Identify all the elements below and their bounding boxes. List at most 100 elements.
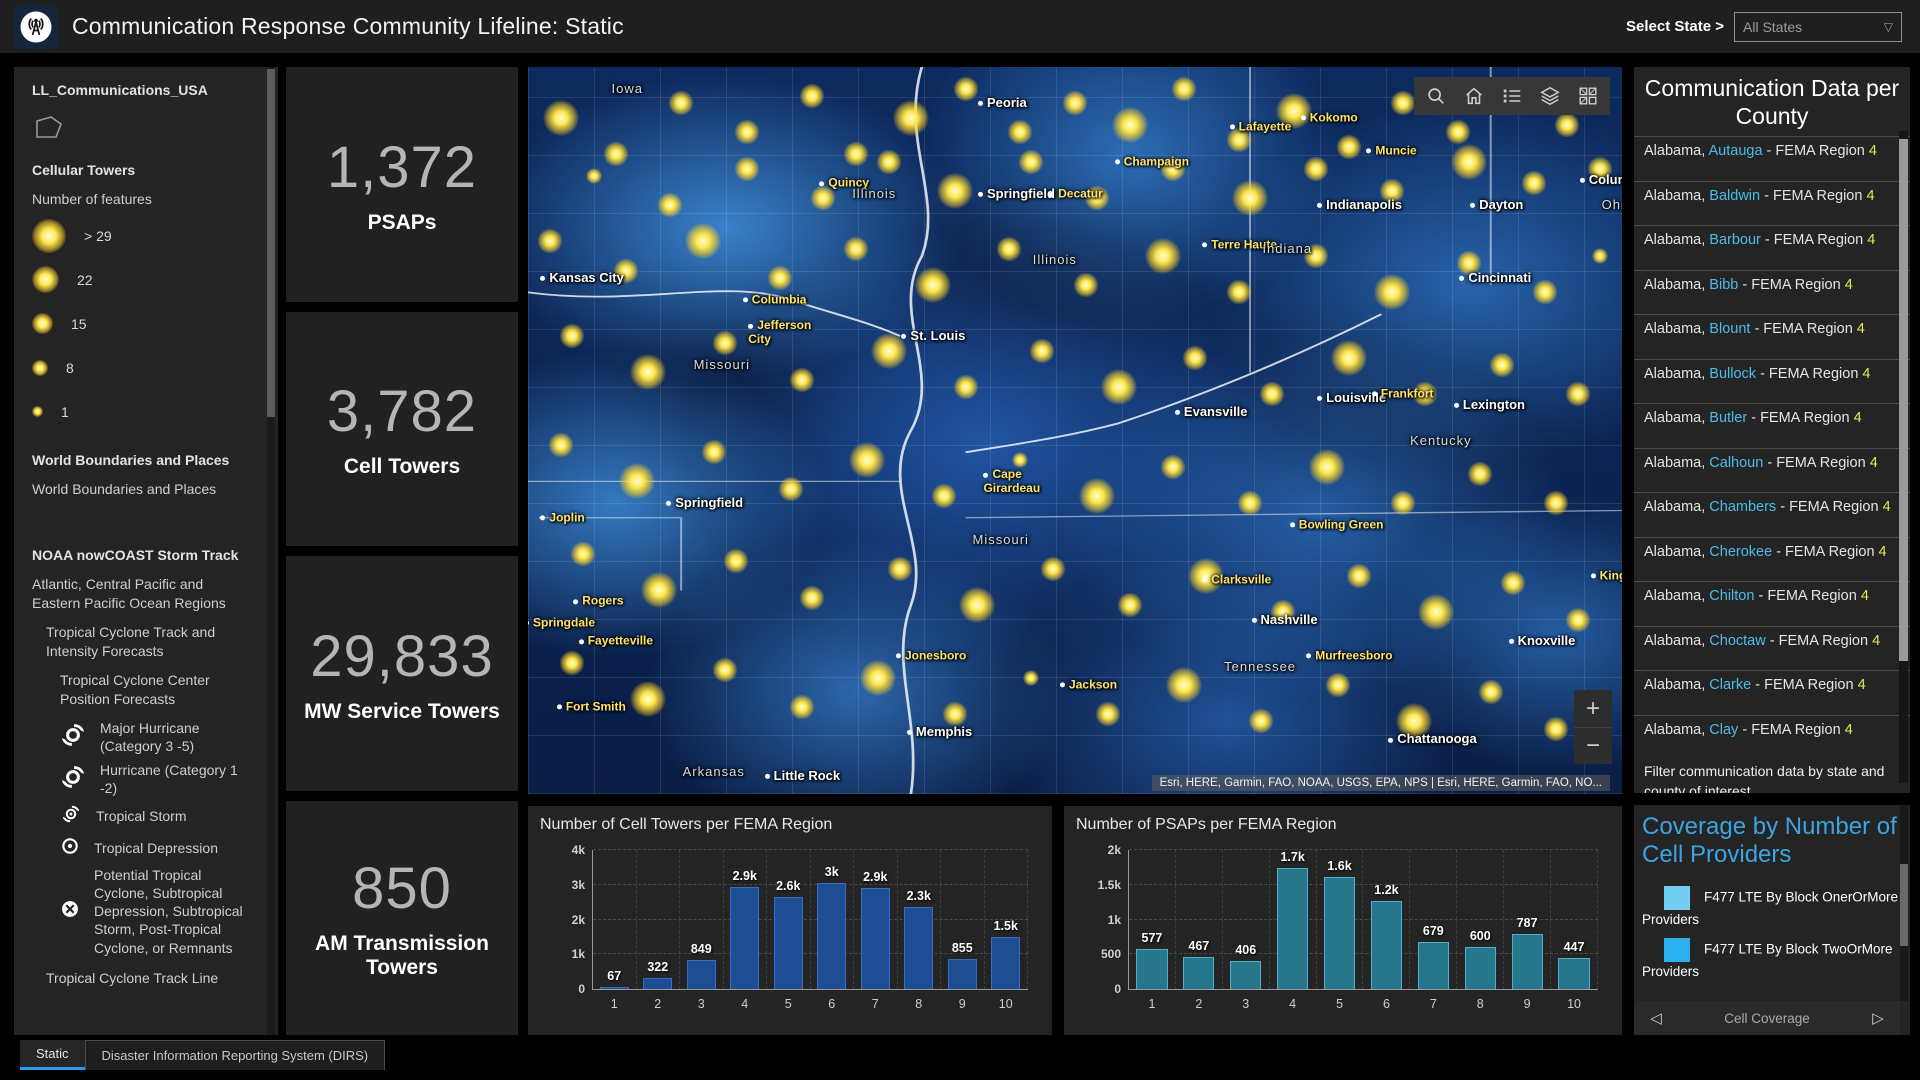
city-marker-dot — [556, 704, 562, 710]
stat-value: 29,833 — [310, 623, 494, 689]
bar-value-label: 2.9k — [863, 870, 888, 885]
county-row[interactable]: Alabama, Calhoun - FEMA Region 4 — [1634, 447, 1910, 493]
cell-tower-glow — [1084, 185, 1110, 211]
county-row[interactable]: Alabama, Choctaw - FEMA Region 4 — [1634, 625, 1910, 671]
city-marker-dot — [1317, 203, 1323, 209]
stat-label: PSAPs — [367, 210, 437, 234]
bar[interactable] — [1277, 868, 1309, 989]
zoom-in-button[interactable]: + — [1585, 694, 1600, 722]
bar[interactable] — [599, 986, 629, 989]
y-axis-tick-label: 2k — [571, 912, 585, 927]
layers-icon[interactable] — [1532, 79, 1568, 113]
bar[interactable] — [947, 959, 977, 989]
bar-slot: 577 1 — [1129, 850, 1176, 1011]
storm-item-label: Tropical Storm — [96, 808, 187, 825]
bar[interactable] — [817, 883, 847, 989]
map-label: Columbus — [1579, 172, 1622, 187]
bar-value-label: 2.6k — [776, 878, 801, 893]
city-marker-dot — [1366, 148, 1372, 154]
coverage-scrollbar[interactable] — [1900, 805, 1908, 1001]
county-row[interactable]: Alabama, Clarke - FEMA Region 4 — [1634, 670, 1910, 715]
map-label: Nashville — [1251, 612, 1318, 626]
cell-tower-glow — [1100, 368, 1137, 405]
sidebar-scrollbar-thumb[interactable] — [267, 69, 275, 418]
fema-region-number: 4 — [1856, 321, 1865, 338]
bar-slot: 2.9k 4 — [724, 850, 767, 1011]
county-row[interactable]: Alabama, Bullock - FEMA Region 4 — [1634, 358, 1910, 404]
bar[interactable] — [643, 977, 673, 989]
legend-icon[interactable] — [1494, 79, 1530, 113]
bar[interactable] — [730, 886, 760, 989]
county-row[interactable]: Alabama, Cherokee - FEMA Region 4 — [1634, 536, 1910, 582]
bar[interactable] — [860, 888, 890, 989]
city-marker-dot — [1174, 410, 1180, 416]
coverage-scrollbar-thumb[interactable] — [1900, 863, 1908, 947]
cell-tower-glow — [1412, 381, 1438, 407]
storm-item-label: Tropical Depression — [94, 839, 218, 856]
basemap-icon[interactable] — [1570, 79, 1606, 113]
map[interactable]: Iowa Peoria Kokomo Lafayette Muncie Champaign… — [528, 67, 1622, 794]
search-icon[interactable] — [1418, 79, 1454, 113]
bar[interactable] — [1183, 956, 1215, 989]
county-row[interactable]: Alabama, Barbour - FEMA Region 4 — [1634, 225, 1910, 270]
map-label: Frankfort — [1371, 387, 1434, 401]
coverage-swatch — [1664, 886, 1690, 911]
carousel-next-icon[interactable]: ▷ — [1872, 1010, 1884, 1027]
bar-value-label: 679 — [1422, 923, 1444, 938]
cell-tower-glow — [1259, 381, 1285, 407]
bar[interactable] — [773, 896, 803, 989]
home-icon[interactable] — [1456, 79, 1492, 113]
tab-static[interactable]: Static — [20, 1040, 85, 1070]
county-list-scrollbar[interactable] — [1899, 131, 1908, 783]
county-row[interactable]: Alabama, Autauga - FEMA Region 4 — [1634, 136, 1910, 181]
tower-glow-symbol — [32, 266, 59, 294]
x-axis-tick-label: 5 — [784, 997, 792, 1011]
bar[interactable] — [1136, 948, 1168, 989]
y-axis-tick-label: 0 — [1114, 982, 1121, 996]
map-label: Springdale — [528, 616, 595, 630]
county-row[interactable]: Alabama, Chambers - FEMA Region 4 — [1634, 492, 1910, 537]
bar[interactable] — [904, 907, 934, 989]
bar-slot: 2.9k 7 — [854, 850, 898, 1011]
tropical-depression-icon — [60, 836, 80, 860]
county-list-scrollbar-thumb[interactable] — [1899, 139, 1908, 661]
bar[interactable] — [1323, 877, 1356, 989]
cell-tower-glow — [1543, 716, 1569, 742]
county-name: Bibb — [1709, 276, 1739, 293]
fema-region-number: 4 — [1844, 276, 1853, 293]
county-row[interactable]: Alabama, Butler - FEMA Region 4 — [1634, 403, 1910, 448]
carousel-prev-icon[interactable]: ◁ — [1650, 1010, 1662, 1027]
bar[interactable] — [991, 936, 1021, 989]
county-row[interactable]: Alabama, Chilton - FEMA Region 4 — [1634, 581, 1910, 626]
bar[interactable] — [1558, 957, 1590, 989]
state-dropdown[interactable]: All States ▽ — [1734, 11, 1902, 42]
sidebar-scrollbar[interactable] — [267, 67, 275, 1035]
coverage-panel-title: Coverage by Number of Cell Providers — [1642, 813, 1897, 868]
hurricane-icon — [60, 764, 86, 794]
county-name: Clay — [1709, 721, 1739, 738]
county-row[interactable]: Alabama, Baldwin - FEMA Region 4 — [1634, 180, 1910, 226]
cell-tower-glow — [887, 556, 913, 582]
select-state-label: Select State > — [1626, 18, 1724, 35]
cell-tower-glow — [843, 141, 869, 167]
x-axis-tick-label: 4 — [741, 997, 749, 1011]
cell-towers-chart-plot: 0 1k 2k 3k 4k 67 1 322 2 849 3 2.9k 4 2.6k 5… — [572, 843, 1028, 1011]
x-axis-tick-label: 9 — [1523, 997, 1531, 1011]
bar[interactable] — [1230, 960, 1262, 989]
cell-tower-glow — [1521, 170, 1547, 196]
county-row[interactable]: Alabama, Clay - FEMA Region 4 — [1634, 714, 1910, 760]
cell-tower-glow — [712, 330, 738, 356]
storm-item: Hurricane (Category 1 -2) — [60, 761, 252, 797]
bar[interactable] — [686, 959, 716, 989]
tab-dirs[interactable]: Disaster Information Reporting System (D… — [84, 1040, 386, 1070]
cell-tower-glow — [953, 76, 979, 102]
county-row[interactable]: Alabama, Bibb - FEMA Region 4 — [1634, 269, 1910, 315]
bar[interactable] — [1370, 901, 1403, 989]
county-row[interactable]: Alabama, Blount - FEMA Region 4 — [1634, 314, 1910, 359]
bar[interactable] — [1511, 934, 1543, 989]
cell-tower-glow — [1374, 274, 1411, 311]
bar[interactable] — [1417, 941, 1449, 989]
cell-tower-glow — [1073, 272, 1099, 298]
bar[interactable] — [1464, 947, 1496, 989]
zoom-out-button[interactable]: − — [1574, 727, 1612, 764]
